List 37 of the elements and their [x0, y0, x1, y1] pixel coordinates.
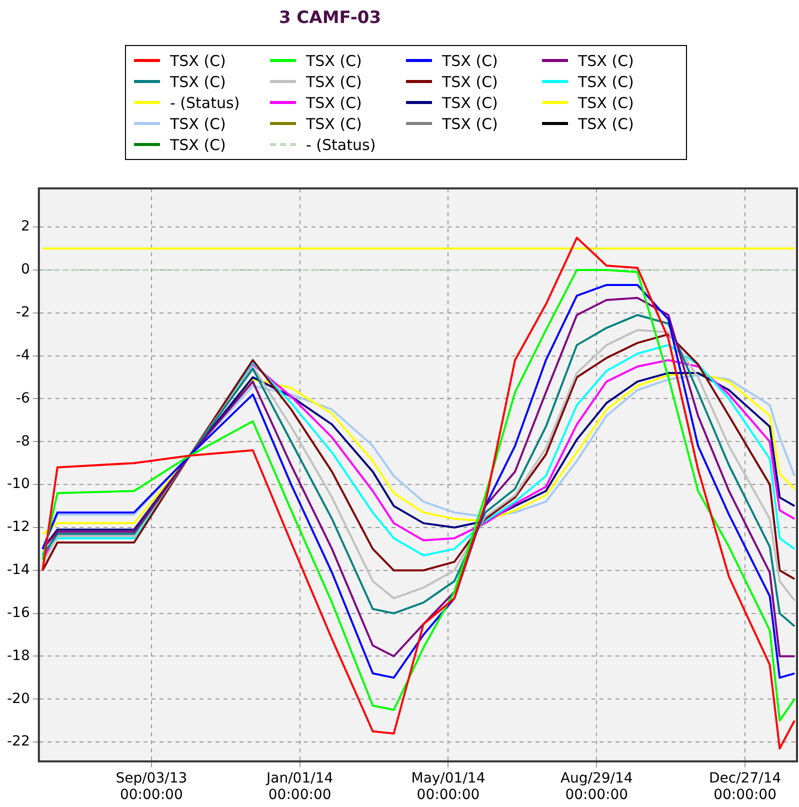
legend-label: TSX (C)	[442, 52, 498, 70]
legend-label: TSX (C)	[442, 94, 498, 112]
y-tick-label: -10	[6, 476, 30, 492]
x-tick-label: May/01/14 00:00:00	[411, 770, 486, 804]
y-tick-label: -4	[16, 347, 30, 364]
legend-label: TSX (C)	[578, 114, 634, 132]
legend-label: TSX (C)	[306, 114, 362, 132]
chart-title: 3 CAMF-03	[278, 8, 382, 28]
legend-label: TSX (C)	[442, 114, 498, 132]
legend-label: TSX (C)	[306, 52, 362, 70]
legend-label: TSX (C)	[170, 72, 226, 90]
legend-label: TSX (C)	[578, 94, 634, 112]
x-tick-label: Dec/27/14 00:00:00	[708, 770, 782, 804]
x-tick-label: Jan/01/14 00:00:00	[265, 770, 334, 804]
y-tick-label: -12	[6, 519, 30, 536]
y-tick-label: -18	[6, 648, 30, 664]
legend-label: TSX (C)	[170, 52, 226, 70]
y-tick-label: 2	[20, 218, 30, 235]
y-tick-label: -2	[16, 304, 30, 321]
legend-label: TSX (C)	[170, 136, 226, 154]
legend-label: TSX (C)	[306, 72, 362, 90]
legend-label: TSX (C)	[170, 114, 226, 132]
y-tick-label: -6	[16, 390, 30, 406]
y-tick-label: 0	[20, 262, 30, 278]
legend-label: - (Status)	[306, 136, 376, 154]
legend-label: TSX (C)	[578, 52, 634, 70]
x-tick-label: Sep/03/13 00:00:00	[116, 770, 188, 804]
legend-label: TSX (C)	[306, 94, 362, 112]
y-tick-label: -16	[6, 604, 30, 621]
y-tick-label: -8	[16, 433, 30, 450]
legend-label: TSX (C)	[442, 72, 498, 90]
y-tick-label: -20	[6, 690, 30, 707]
y-tick-label: -14	[6, 562, 30, 578]
legend-label: - (Status)	[170, 94, 240, 112]
x-tick-label: Aug/29/14 00:00:00	[560, 770, 633, 804]
legend-label: TSX (C)	[578, 72, 634, 90]
y-tick-label: -22	[6, 734, 30, 750]
